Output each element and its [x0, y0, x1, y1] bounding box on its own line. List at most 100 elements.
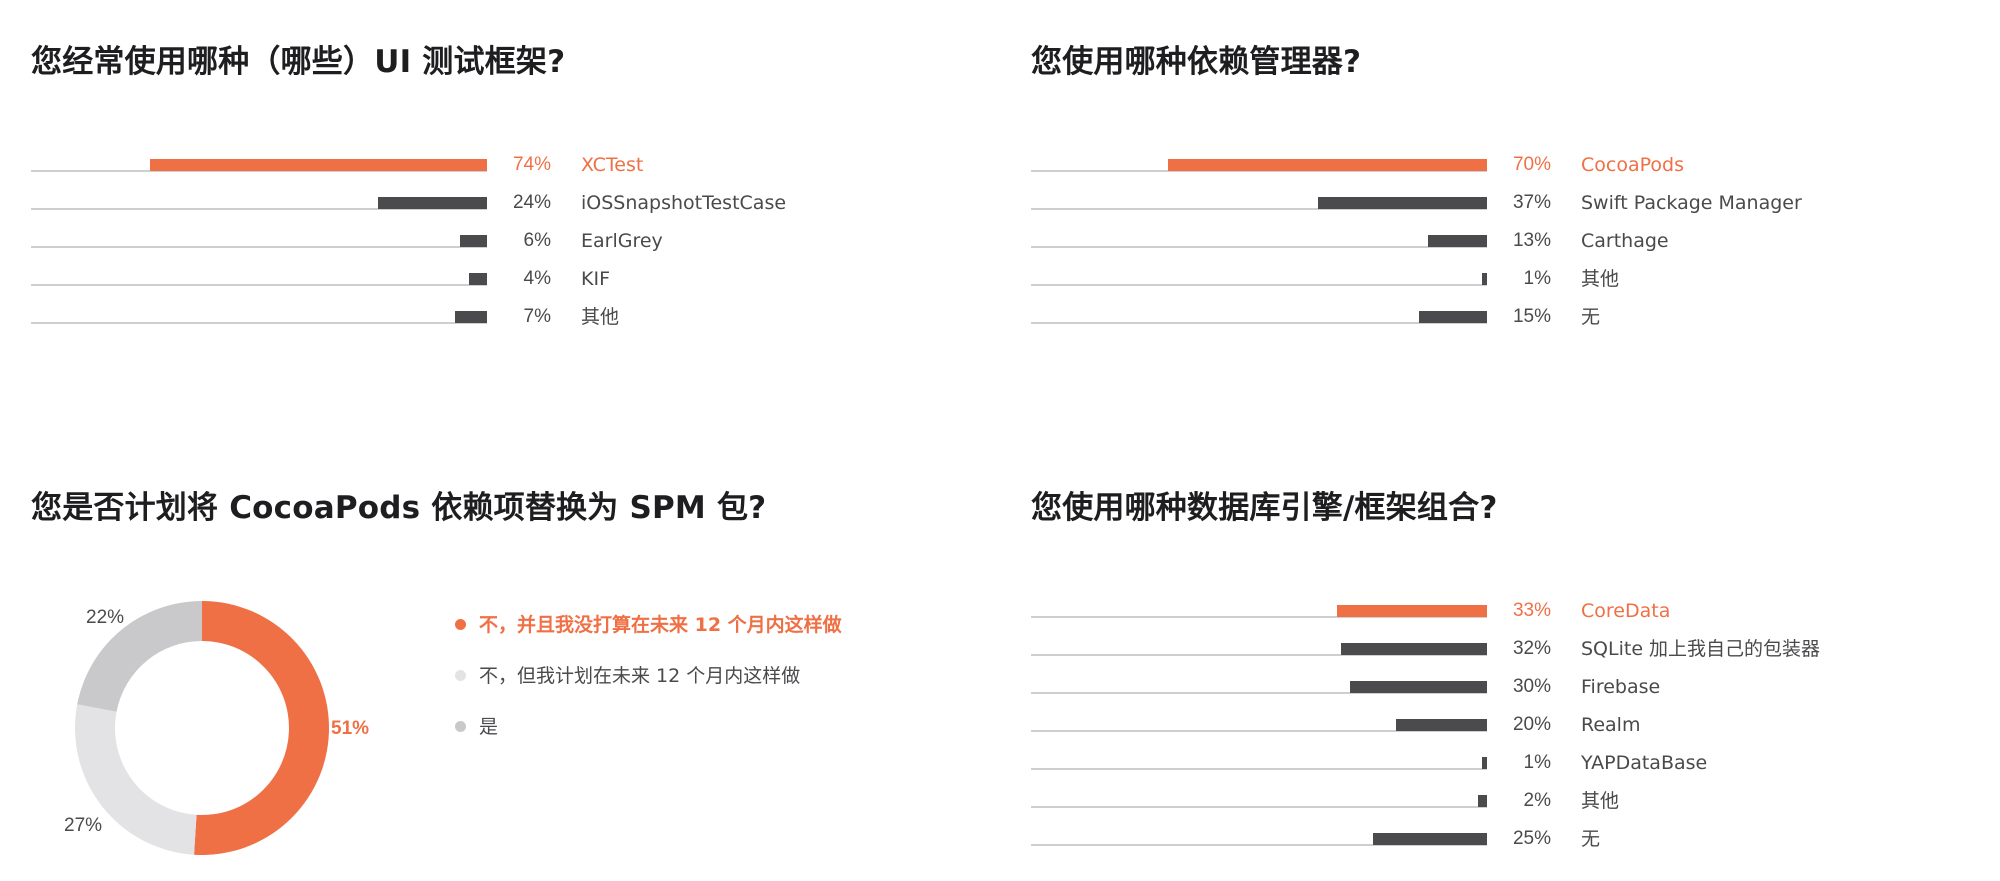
bar-category-label: YAPDataBase: [1581, 752, 1708, 774]
bar-chart: 33% CoreData 32% SQLite 加上我自己的包装器 30% Firebas…: [1031, 596, 1951, 866]
bar-category-label: CoreData: [1581, 600, 1671, 622]
bar-value-label: 74%: [512, 154, 551, 175]
legend-item: 不，并且我没打算在未来 12 个月内这样做: [455, 610, 842, 637]
bar-row: 24% iOSSnapshotTestCase: [31, 188, 951, 216]
bar-track: [1031, 768, 1487, 770]
bar-category-label: iOSSnapshotTestCase: [581, 192, 787, 214]
bar-row: 4% KIF: [31, 264, 951, 292]
bar-category-label: 无: [1581, 306, 1601, 328]
bar: [1395, 719, 1487, 731]
bar: [1477, 795, 1487, 807]
bar-category-label: Firebase: [1581, 676, 1661, 698]
bar-track: [31, 208, 487, 210]
bar-row: 37% Swift Package Manager: [1031, 188, 1951, 216]
bar-track: [1031, 654, 1487, 656]
bar-track: [1031, 284, 1487, 286]
bar-value-label: 2%: [1523, 790, 1551, 811]
bar-value-label: 32%: [1512, 638, 1551, 659]
bar: [1350, 681, 1487, 693]
donut-svg: [75, 601, 330, 855]
bar-category-label: SQLite 加上我自己的包装器: [1581, 638, 1821, 660]
bar-track: [31, 322, 487, 324]
bar-chart: 74% XCTest 24% iOSSnapshotTestCase 6% EarlGre…: [31, 150, 951, 340]
chart-title: 您使用哪种依赖管理器?: [1031, 44, 1362, 80]
legend-label: 不，并且我没打算在未来 12 个月内这样做: [479, 614, 842, 636]
bar: [1418, 311, 1487, 323]
bar-row: 13% Carthage: [1031, 226, 1951, 254]
bar-value-label: 4%: [523, 268, 551, 289]
bar-category-label: Swift Package Manager: [1581, 192, 1802, 214]
bar-category-label: XCTest: [581, 154, 644, 176]
bar-track: [1031, 246, 1487, 248]
bar-category-label: 其他: [1581, 268, 1620, 290]
bar-value-label: 20%: [1512, 714, 1551, 735]
legend-label: 是: [479, 716, 499, 738]
bar-row: 2% 其他: [1031, 786, 1951, 814]
bar-row: 33% CoreData: [1031, 596, 1951, 624]
legend-item: 是: [455, 712, 498, 739]
bar: [1336, 605, 1487, 617]
bar: [455, 311, 487, 323]
bar-value-label: 30%: [1512, 676, 1551, 697]
bar-category-label: 无: [1581, 828, 1601, 850]
bar-row: 30% Firebase: [1031, 672, 1951, 700]
bar-track: [1031, 322, 1487, 324]
bar: [459, 235, 487, 247]
bar-value-label: 37%: [1512, 192, 1551, 213]
bar-row: 1% 其他: [1031, 264, 1951, 292]
bar-row: 7% 其他: [31, 302, 951, 330]
bar-row: 15% 无: [1031, 302, 1951, 330]
bar-category-label: Carthage: [1581, 230, 1669, 252]
bar-chart: 70% CocoaPods 37% Swift Package Manager 13% C…: [1031, 150, 1951, 340]
bar-value-label: 70%: [1512, 154, 1551, 175]
bar: [1373, 833, 1487, 845]
legend-label: 不，但我计划在未来 12 个月内这样做: [479, 665, 801, 687]
bar-category-label: 其他: [581, 306, 620, 328]
bar-track: [31, 246, 487, 248]
bar: [1318, 197, 1487, 209]
bar-category-label: 其他: [1581, 790, 1620, 812]
bar: [1167, 159, 1487, 171]
chart-title: 您使用哪种数据库引擎/框架组合?: [1031, 490, 1498, 526]
chart-title: 您是否计划将 CocoaPods 依赖项替换为 SPM 包?: [31, 490, 767, 526]
legend-swatch: [455, 721, 466, 732]
bar-row: 70% CocoaPods: [1031, 150, 1951, 178]
bar-track: [1031, 806, 1487, 808]
bar: [468, 273, 487, 285]
bar-value-label: 24%: [512, 192, 551, 213]
bar-row: 74% XCTest: [31, 150, 951, 178]
donut-slice: [194, 601, 330, 855]
bar-category-label: CocoaPods: [1581, 154, 1684, 176]
bar-track: [1031, 730, 1487, 732]
legend-swatch: [455, 619, 466, 630]
bar-row: 1% YAPDataBase: [1031, 748, 1951, 776]
donut-slice: [77, 601, 202, 712]
bar-row: 20% Realm: [1031, 710, 1951, 738]
donut-value-label: 27%: [64, 815, 103, 836]
bar-track: [1031, 692, 1487, 694]
bar: [1482, 273, 1487, 285]
bar-category-label: KIF: [581, 268, 610, 290]
donut-value-label: 51%: [331, 718, 370, 739]
bar-value-label: 1%: [1523, 752, 1551, 773]
bar-value-label: 15%: [1512, 306, 1551, 327]
bar-track: [31, 284, 487, 286]
legend-swatch: [455, 670, 466, 681]
bar-value-label: 13%: [1512, 230, 1551, 251]
bar-value-label: 7%: [523, 306, 551, 327]
bar: [1427, 235, 1487, 247]
chart-title: 您经常使用哪种（哪些）UI 测试框架?: [31, 44, 566, 80]
bar-track: [1031, 616, 1487, 618]
bar-value-label: 25%: [1512, 828, 1551, 849]
bar-value-label: 1%: [1523, 268, 1551, 289]
donut-slice: [75, 704, 197, 855]
bar: [1482, 757, 1487, 769]
bar-row: 32% SQLite 加上我自己的包装器: [1031, 634, 1951, 662]
bar-value-label: 33%: [1512, 600, 1551, 621]
bar-track: [1031, 208, 1487, 210]
bar-row: 6% EarlGrey: [31, 226, 951, 254]
bar-category-label: EarlGrey: [581, 230, 663, 252]
bar-category-label: Realm: [1581, 714, 1641, 736]
bar-value-label: 6%: [523, 230, 551, 251]
bar-row: 25% 无: [1031, 824, 1951, 852]
